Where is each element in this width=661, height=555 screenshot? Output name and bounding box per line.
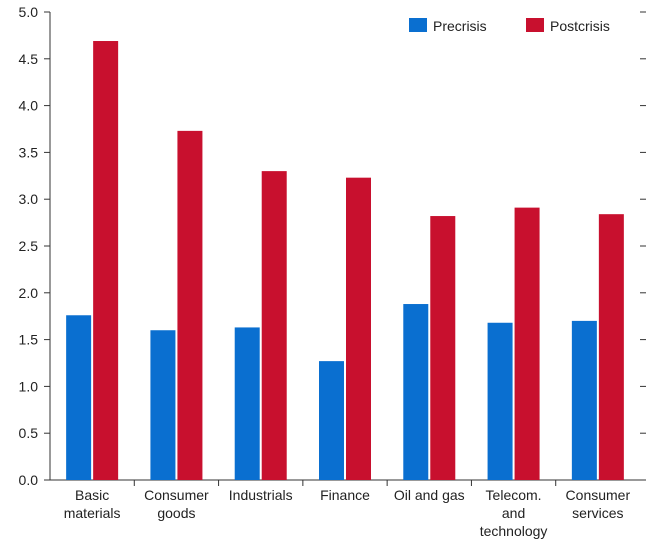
- x-tick-label: goods: [157, 505, 195, 521]
- bar-precrisis-6: [571, 320, 597, 480]
- x-tick-label: materials: [64, 505, 121, 521]
- x-tick-label: Industrials: [229, 487, 293, 503]
- y-tick-label: 3.5: [19, 144, 39, 160]
- bar-postcrisis-2: [261, 171, 287, 480]
- bar-postcrisis-3: [346, 177, 371, 480]
- y-tick-label: 3.0: [19, 191, 39, 207]
- bar-precrisis-0: [66, 315, 92, 480]
- bar-precrisis-1: [150, 330, 176, 480]
- bar-precrisis-4: [403, 304, 429, 480]
- x-tick-label: services: [572, 505, 623, 521]
- y-tick-label: 0.0: [19, 472, 39, 488]
- x-tick-label: Finance: [320, 487, 370, 503]
- x-axis-labels: Basic materials Consumer goods Industrials Fi…: [64, 480, 631, 539]
- bar-postcrisis-1: [177, 130, 203, 480]
- x-tick-label: and: [502, 505, 525, 521]
- x-tick-label: Consumer: [144, 487, 209, 503]
- legend: Precrisis Postcrisis: [409, 18, 610, 34]
- bar-marks: [66, 41, 624, 481]
- bar-postcrisis-4: [430, 216, 456, 480]
- y-tick-label: 1.0: [19, 378, 39, 394]
- bar-postcrisis-5: [514, 207, 540, 480]
- legend-label-precrisis: Precrisis: [433, 18, 487, 34]
- y-tick-label: 4.0: [19, 98, 39, 114]
- legend-swatch-precrisis: [409, 18, 427, 32]
- bar-precrisis-3: [319, 361, 344, 480]
- y-tick-label: 1.5: [19, 332, 39, 348]
- bar-postcrisis-0: [93, 41, 119, 481]
- x-tick-label: Oil and gas: [394, 487, 465, 503]
- legend-label-postcrisis: Postcrisis: [550, 18, 610, 34]
- y-tick-label: 0.5: [19, 425, 39, 441]
- x-tick-label: Telecom.: [486, 487, 542, 503]
- y-tick-label: 2.0: [19, 285, 39, 301]
- x-tick-label: Consumer: [566, 487, 631, 503]
- bar-precrisis-5: [487, 322, 513, 480]
- x-tick-label: technology: [480, 523, 548, 539]
- y-tick-label: 5.0: [19, 4, 39, 20]
- x-tick-label: Basic: [75, 487, 109, 503]
- legend-swatch-postcrisis: [526, 18, 544, 32]
- y-axis-ticks: 0.0 0.5 1.0 1.5 2.0 2.5 3.0 3.5 4.0 4.5 5.0: [19, 4, 646, 488]
- y-tick-label: 4.5: [19, 51, 39, 67]
- bar-precrisis-2: [234, 327, 260, 480]
- y-tick-label: 2.5: [19, 238, 39, 254]
- bar-postcrisis-6: [598, 214, 624, 480]
